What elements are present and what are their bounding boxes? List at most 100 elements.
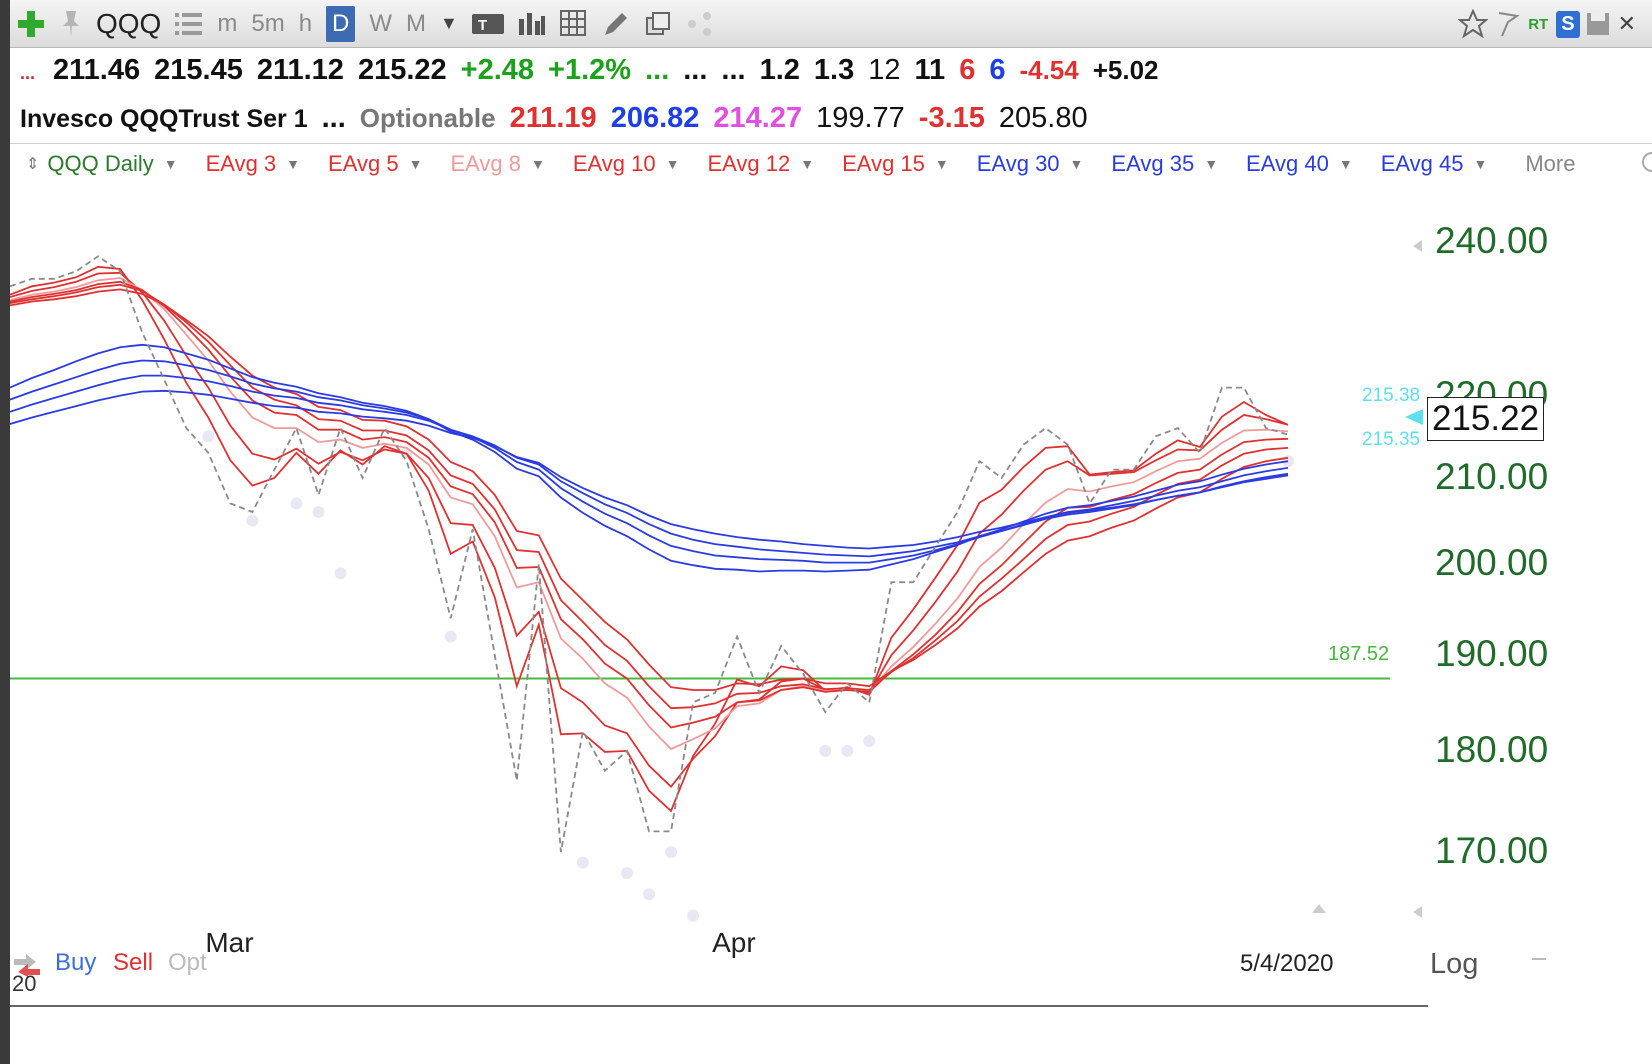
s-badge-button[interactable]: S bbox=[1556, 10, 1580, 38]
symbol-label[interactable]: QQQ bbox=[96, 7, 162, 39]
x-tick-label: Apr bbox=[712, 927, 756, 958]
close-icon[interactable]: ✕ bbox=[1617, 11, 1636, 36]
low-marker-dot bbox=[841, 744, 854, 757]
flag-icon[interactable] bbox=[1496, 6, 1520, 42]
low-marker-dot bbox=[863, 735, 876, 748]
low-marker-dot bbox=[687, 909, 700, 922]
sell-button[interactable]: Sell bbox=[113, 949, 154, 976]
save-icon[interactable] bbox=[1586, 6, 1610, 42]
chevron-down-icon: ▼ bbox=[286, 155, 301, 172]
close-price-line bbox=[10, 255, 1289, 853]
share-icon[interactable] bbox=[686, 6, 714, 42]
settings-icon[interactable] bbox=[1638, 150, 1652, 179]
indicator-item-eavg-12[interactable]: EAvg 12 ▼ bbox=[707, 151, 814, 177]
indicator-more[interactable]: More bbox=[1525, 150, 1576, 176]
price-tick-label: 190.00 bbox=[1435, 633, 1549, 675]
indicator-item-label: EAvg 12 bbox=[707, 150, 791, 176]
interval-daily[interactable]: D bbox=[326, 5, 356, 42]
series-line-eavg-40 bbox=[10, 374, 1289, 558]
grid-icon[interactable] bbox=[559, 6, 588, 42]
buy-sell-arrows-icon[interactable] bbox=[12, 951, 42, 982]
price-tick-label: 180.00 bbox=[1435, 728, 1549, 770]
indicator-item-label: EAvg 3 bbox=[205, 150, 277, 176]
quote-value-5: 6 bbox=[959, 54, 976, 86]
series-line-eavg-45 bbox=[10, 389, 1289, 550]
list-icon[interactable] bbox=[175, 6, 203, 42]
quote-row-name: Invesco QQQTrust Ser 1 ... Optionable 21… bbox=[20, 102, 1102, 135]
chevron-down-icon: ▼ bbox=[665, 155, 680, 172]
log-scale-toggle[interactable]: Log bbox=[1430, 948, 1479, 980]
bottom-divider bbox=[10, 1005, 1428, 1007]
price-axis: 240.00 220.00 210.00 200.00 190.00 180.00 170.… bbox=[1435, 185, 1652, 995]
price-tick-label: 170.00 bbox=[1435, 830, 1549, 872]
interval-minute[interactable]: m bbox=[217, 9, 238, 37]
low-marker-dot bbox=[665, 846, 678, 859]
horizontal-level-label: 187.52 bbox=[1328, 643, 1390, 665]
low-marker-dot bbox=[444, 630, 457, 643]
interval-5-minute[interactable]: 5m bbox=[251, 9, 285, 37]
high-price: 215.45 bbox=[154, 54, 243, 86]
indicator-item-eavg-3[interactable]: EAvg 3 ▼ bbox=[206, 151, 300, 177]
quote-field-1: 211.19 bbox=[509, 102, 597, 134]
quote-row-prices: ... 211.46 215.45 211.12 215.22 +2.48 +1… bbox=[20, 54, 1173, 87]
low-price: 211.12 bbox=[256, 54, 344, 86]
pin-icon[interactable] bbox=[60, 6, 82, 42]
indicator-item-label: EAvg 8 bbox=[450, 150, 521, 176]
toolbar-right-group: RT S ✕ bbox=[1458, 6, 1644, 42]
bar-chart-icon[interactable] bbox=[518, 6, 546, 42]
indicator-item-label: EAvg 45 bbox=[1380, 150, 1464, 176]
indicator-item-eavg-15[interactable]: EAvg 15 ▼ bbox=[842, 151, 949, 177]
indicator-main[interactable]: ⇕ QQQ Daily ▼ bbox=[26, 151, 178, 177]
series-line-eavg-15 bbox=[10, 288, 1289, 691]
price-change: +2.48 bbox=[460, 54, 535, 86]
indicator-item-label: EAvg 10 bbox=[572, 150, 656, 176]
quote-field-5: -3.15 bbox=[918, 102, 985, 134]
buy-button[interactable]: Buy bbox=[55, 949, 97, 976]
indicator-legend-bar: ⇕ QQQ Daily ▼ EAvg 3 ▼ EAvg 5 ▼ EAvg 8 ▼ EAvg … bbox=[10, 143, 1652, 183]
price-chart[interactable] bbox=[10, 185, 1435, 995]
price-change-percent: +1.2% bbox=[548, 54, 632, 86]
interval-monthly[interactable]: M bbox=[406, 9, 427, 37]
add-icon[interactable] bbox=[16, 6, 46, 42]
indicator-item-eavg-40[interactable]: EAvg 40 ▼ bbox=[1246, 151, 1353, 177]
side-value-lower: 215.35 bbox=[1362, 429, 1421, 450]
indicator-item-eavg-35[interactable]: EAvg 35 ▼ bbox=[1111, 151, 1218, 177]
chart-type-icon[interactable]: T bbox=[471, 6, 504, 42]
interval-hour[interactable]: h bbox=[298, 9, 313, 37]
series-line-eavg-8 bbox=[10, 277, 1289, 751]
quote-dots-green: ... bbox=[645, 54, 670, 86]
last-price-box: 215.22 bbox=[1427, 397, 1545, 441]
indicator-item-eavg-8[interactable]: EAvg 8 ▼ bbox=[450, 151, 544, 177]
dropdown-arrow-icon[interactable]: ▼ bbox=[440, 13, 458, 33]
layers-icon[interactable] bbox=[644, 6, 672, 42]
chevron-down-icon: ▼ bbox=[530, 155, 545, 172]
pencil-icon[interactable] bbox=[602, 6, 630, 42]
updown-icon: ⇕ bbox=[26, 155, 40, 173]
close-price: 215.22 bbox=[357, 54, 447, 86]
scroll-left-arrow-icon-lower[interactable] bbox=[1413, 906, 1422, 918]
scroll-up-arrow-icon[interactable] bbox=[1312, 904, 1326, 913]
indicator-item-eavg-5[interactable]: EAvg 5 ▼ bbox=[328, 151, 422, 177]
indicator-item-label: EAvg 5 bbox=[328, 150, 399, 176]
star-icon[interactable] bbox=[1458, 6, 1489, 42]
opt-button[interactable]: Opt bbox=[168, 949, 207, 976]
realtime-label[interactable]: RT bbox=[1528, 15, 1549, 33]
indicator-item-eavg-10[interactable]: EAvg 10 ▼ bbox=[573, 151, 680, 177]
scroll-left-arrow-icon[interactable] bbox=[1413, 240, 1422, 252]
price-tick-label: 240.00 bbox=[1435, 219, 1549, 261]
indicator-main-label: QQQ Daily bbox=[47, 150, 154, 176]
series-line-eavg-35 bbox=[10, 359, 1289, 564]
indicator-item-eavg-45[interactable]: EAvg 45 ▼ bbox=[1381, 151, 1488, 177]
indicator-item-eavg-30[interactable]: EAvg 30 ▼ bbox=[977, 151, 1084, 177]
chevron-down-icon: ▼ bbox=[1473, 155, 1488, 172]
axis-settings-icon[interactable] bbox=[1532, 958, 1546, 960]
open-price: 211.46 bbox=[53, 54, 141, 86]
low-marker-dot bbox=[620, 867, 633, 880]
chevron-down-icon: ▼ bbox=[1338, 155, 1353, 172]
chevron-down-icon: ▼ bbox=[800, 155, 815, 172]
indicator-item-label: EAvg 15 bbox=[842, 150, 925, 176]
interval-weekly[interactable]: W bbox=[369, 9, 393, 37]
series-line-eavg-3 bbox=[10, 265, 1289, 813]
series-line-eavg-12 bbox=[10, 283, 1289, 710]
x-tick-label: Mar bbox=[205, 927, 254, 958]
